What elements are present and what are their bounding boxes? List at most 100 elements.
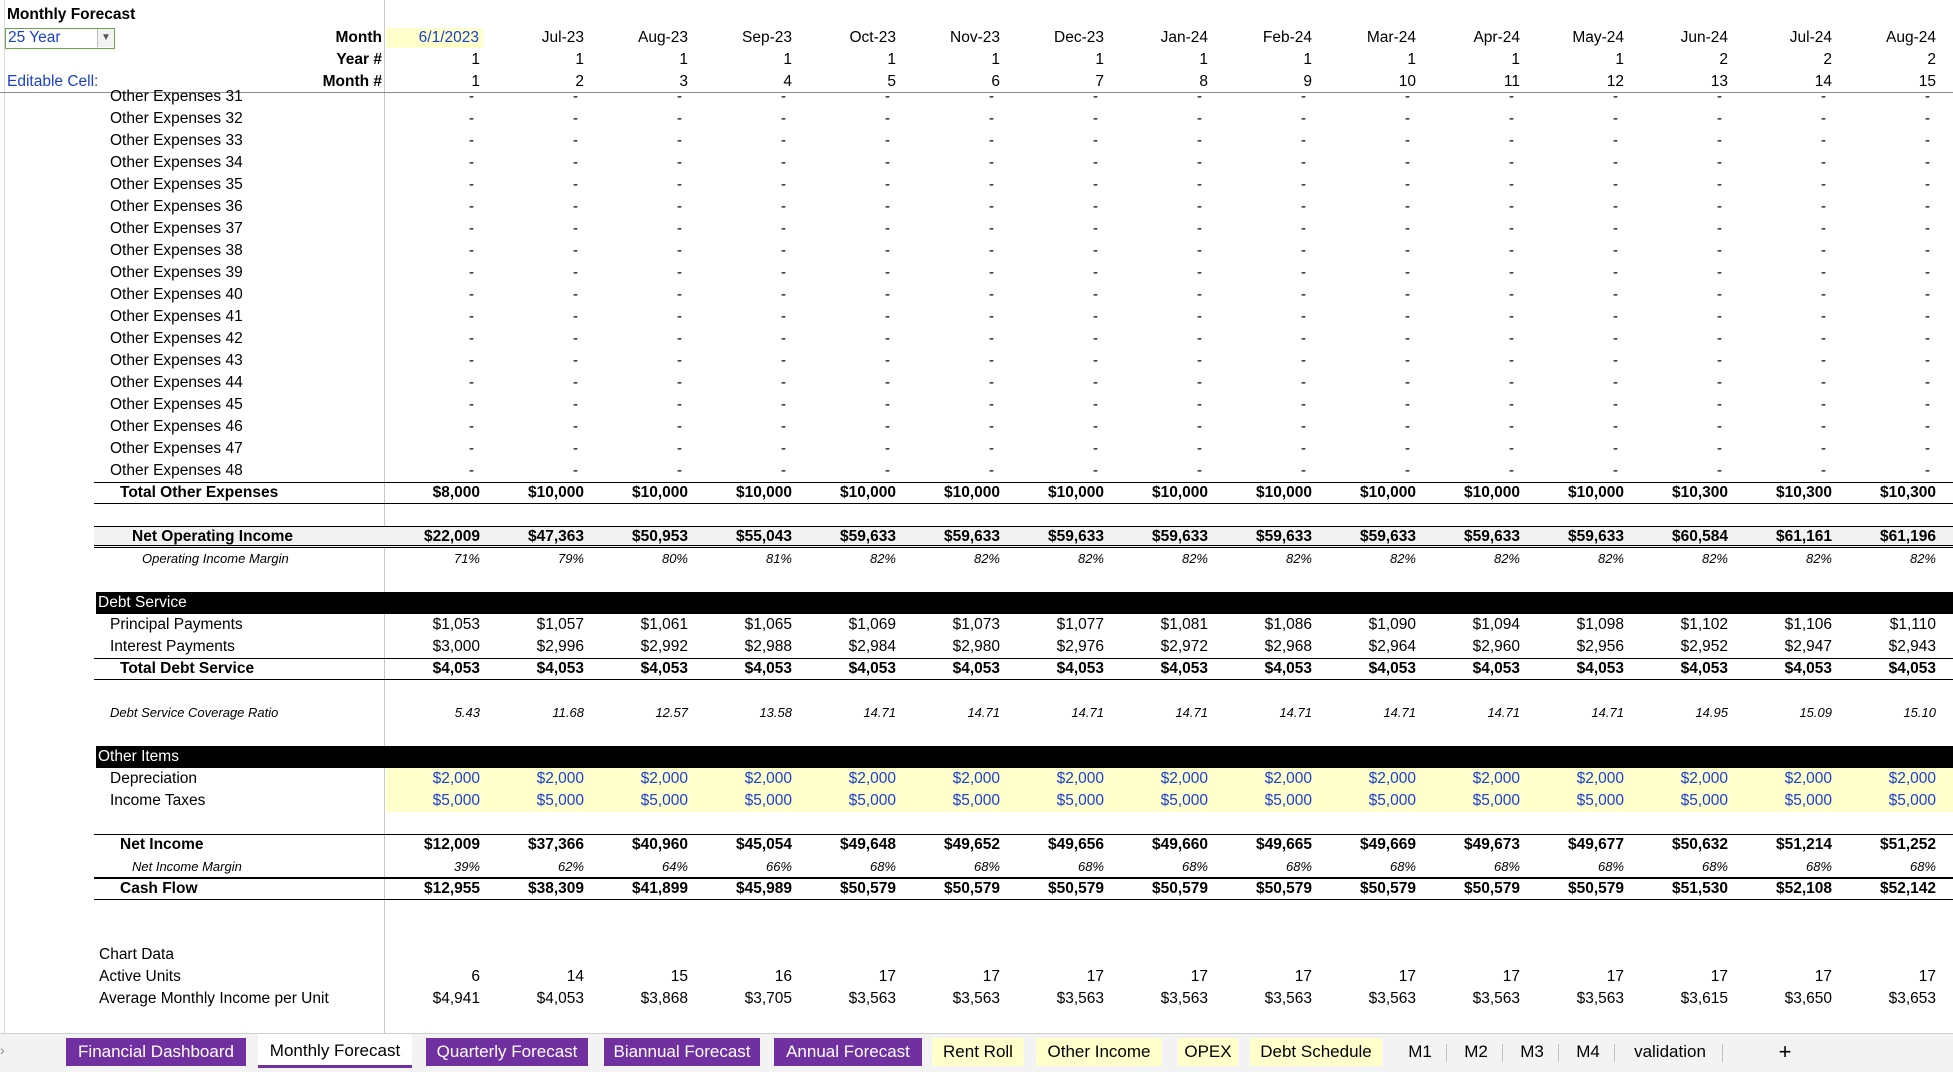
value-cell[interactable]: - bbox=[572, 352, 578, 369]
tab-biannual-forecast[interactable]: Biannual Forecast bbox=[604, 1038, 760, 1066]
row-label[interactable]: Total Other Expenses bbox=[120, 484, 279, 501]
value-cell[interactable]: - bbox=[572, 264, 578, 281]
value-cell[interactable]: - bbox=[1196, 396, 1202, 413]
value-cell[interactable]: $2,000 bbox=[1576, 770, 1624, 787]
value-cell[interactable]: - bbox=[468, 88, 474, 105]
value-cell[interactable]: - bbox=[988, 110, 994, 127]
header-mnum-cell[interactable]: 11 bbox=[1503, 73, 1520, 90]
value-cell[interactable]: - bbox=[1092, 198, 1098, 215]
value-cell[interactable]: 14.71 bbox=[1591, 705, 1624, 720]
value-cell[interactable]: - bbox=[1924, 220, 1930, 237]
spreadsheet-grid[interactable]: Monthly Forecast 25 Year ▼ Editable Cell… bbox=[0, 0, 1953, 1033]
value-cell[interactable]: $4,941 bbox=[432, 990, 480, 1007]
value-cell[interactable]: - bbox=[572, 462, 578, 479]
value-cell[interactable]: - bbox=[572, 308, 578, 325]
header-mnum-cell[interactable]: 10 bbox=[1398, 73, 1416, 90]
value-cell[interactable]: - bbox=[676, 220, 682, 237]
value-cell[interactable]: - bbox=[1612, 242, 1618, 259]
value-cell[interactable]: $5,000 bbox=[1680, 792, 1728, 809]
value-cell[interactable]: $10,000 bbox=[1567, 484, 1624, 501]
value-cell[interactable]: - bbox=[572, 220, 578, 237]
row-label[interactable]: Other Expenses 42 bbox=[110, 330, 243, 347]
tab-scroll-icon[interactable]: › bbox=[0, 1042, 5, 1058]
value-cell[interactable]: - bbox=[1196, 220, 1202, 237]
header-year-cell[interactable]: 1 bbox=[1407, 51, 1416, 68]
tab-quarterly-forecast[interactable]: Quarterly Forecast bbox=[426, 1038, 588, 1066]
value-cell[interactable]: - bbox=[884, 286, 890, 303]
value-cell[interactable]: $49,669 bbox=[1359, 836, 1416, 853]
value-cell[interactable]: - bbox=[1820, 352, 1826, 369]
value-cell[interactable]: $1,106 bbox=[1784, 616, 1832, 633]
value-cell[interactable]: - bbox=[1612, 88, 1618, 105]
value-cell[interactable]: 15 bbox=[670, 968, 688, 985]
header-mnum-cell[interactable]: 7 bbox=[1095, 73, 1104, 90]
value-cell[interactable]: - bbox=[1300, 176, 1306, 193]
value-cell[interactable]: - bbox=[1092, 418, 1098, 435]
value-cell[interactable]: $55,043 bbox=[735, 528, 792, 545]
value-cell[interactable]: $2,000 bbox=[536, 770, 584, 787]
value-cell[interactable]: - bbox=[1612, 220, 1618, 237]
value-cell[interactable]: - bbox=[988, 132, 994, 149]
value-cell[interactable]: - bbox=[676, 132, 682, 149]
value-cell[interactable]: $40,960 bbox=[631, 836, 688, 853]
value-cell[interactable]: - bbox=[1612, 176, 1618, 193]
chevron-down-icon[interactable]: ▼ bbox=[97, 29, 114, 47]
value-cell[interactable]: $50,579 bbox=[1359, 880, 1416, 897]
value-cell[interactable]: - bbox=[884, 132, 890, 149]
header-year-cell[interactable]: 2 bbox=[1927, 51, 1936, 68]
value-cell[interactable]: $3,563 bbox=[1472, 990, 1520, 1007]
value-cell[interactable]: $1,090 bbox=[1368, 616, 1416, 633]
value-cell[interactable]: $5,000 bbox=[1576, 792, 1624, 809]
value-cell[interactable]: - bbox=[1404, 154, 1410, 171]
row-label[interactable]: Depreciation bbox=[110, 770, 198, 787]
value-cell[interactable]: - bbox=[1092, 242, 1098, 259]
value-cell[interactable]: - bbox=[780, 374, 786, 391]
value-cell[interactable]: 17 bbox=[1814, 968, 1832, 985]
value-cell[interactable]: - bbox=[1508, 330, 1514, 347]
value-cell[interactable]: - bbox=[1716, 264, 1722, 281]
value-cell[interactable]: - bbox=[1508, 242, 1514, 259]
value-cell[interactable]: - bbox=[1924, 418, 1930, 435]
value-cell[interactable]: - bbox=[1508, 396, 1514, 413]
header-mnum-cell[interactable]: 8 bbox=[1199, 73, 1208, 90]
value-cell[interactable]: - bbox=[1716, 286, 1722, 303]
value-cell[interactable]: - bbox=[884, 462, 890, 479]
header-month-cell[interactable]: Oct-23 bbox=[849, 29, 896, 46]
value-cell[interactable]: - bbox=[1508, 198, 1514, 215]
value-cell[interactable]: $4,053 bbox=[1784, 660, 1832, 677]
value-cell[interactable]: - bbox=[1612, 286, 1618, 303]
value-cell[interactable]: - bbox=[1300, 198, 1306, 215]
row-label[interactable]: Other Items bbox=[98, 748, 179, 765]
value-cell[interactable]: 82% bbox=[1077, 551, 1104, 566]
value-cell[interactable]: - bbox=[780, 286, 786, 303]
value-cell[interactable]: - bbox=[1404, 132, 1410, 149]
header-mnum-cell[interactable]: 4 bbox=[783, 73, 792, 90]
value-cell[interactable]: - bbox=[1612, 198, 1618, 215]
value-cell[interactable]: $50,579 bbox=[1567, 880, 1624, 897]
row-label[interactable]: Other Expenses 35 bbox=[110, 176, 243, 193]
value-cell[interactable]: - bbox=[676, 242, 682, 259]
value-cell[interactable]: - bbox=[572, 242, 578, 259]
row-label[interactable]: Interest Payments bbox=[110, 638, 235, 655]
value-cell[interactable]: 14.71 bbox=[1071, 705, 1104, 720]
value-cell[interactable]: $61,161 bbox=[1775, 528, 1832, 545]
value-cell[interactable]: $1,073 bbox=[952, 616, 1000, 633]
value-cell[interactable]: - bbox=[1300, 418, 1306, 435]
row-label[interactable]: Other Expenses 46 bbox=[110, 418, 243, 435]
value-cell[interactable]: - bbox=[468, 418, 474, 435]
value-cell[interactable]: $4,053 bbox=[536, 660, 584, 677]
value-cell[interactable]: - bbox=[1612, 110, 1618, 127]
value-cell[interactable]: 68% bbox=[1285, 859, 1312, 874]
value-cell[interactable]: 64% bbox=[661, 859, 688, 874]
value-cell[interactable]: - bbox=[988, 198, 994, 215]
value-cell[interactable]: - bbox=[1508, 374, 1514, 391]
value-cell[interactable]: - bbox=[1196, 176, 1202, 193]
header-month-cell[interactable]: Jun-24 bbox=[1680, 29, 1728, 46]
row-label[interactable]: Active Units bbox=[99, 968, 181, 985]
value-cell[interactable]: - bbox=[1716, 154, 1722, 171]
tab-monthly-forecast[interactable]: Monthly Forecast bbox=[258, 1034, 412, 1068]
value-cell[interactable]: - bbox=[1612, 462, 1618, 479]
value-cell[interactable]: 17 bbox=[1710, 968, 1728, 985]
value-cell[interactable]: $1,065 bbox=[744, 616, 792, 633]
value-cell[interactable]: - bbox=[572, 176, 578, 193]
